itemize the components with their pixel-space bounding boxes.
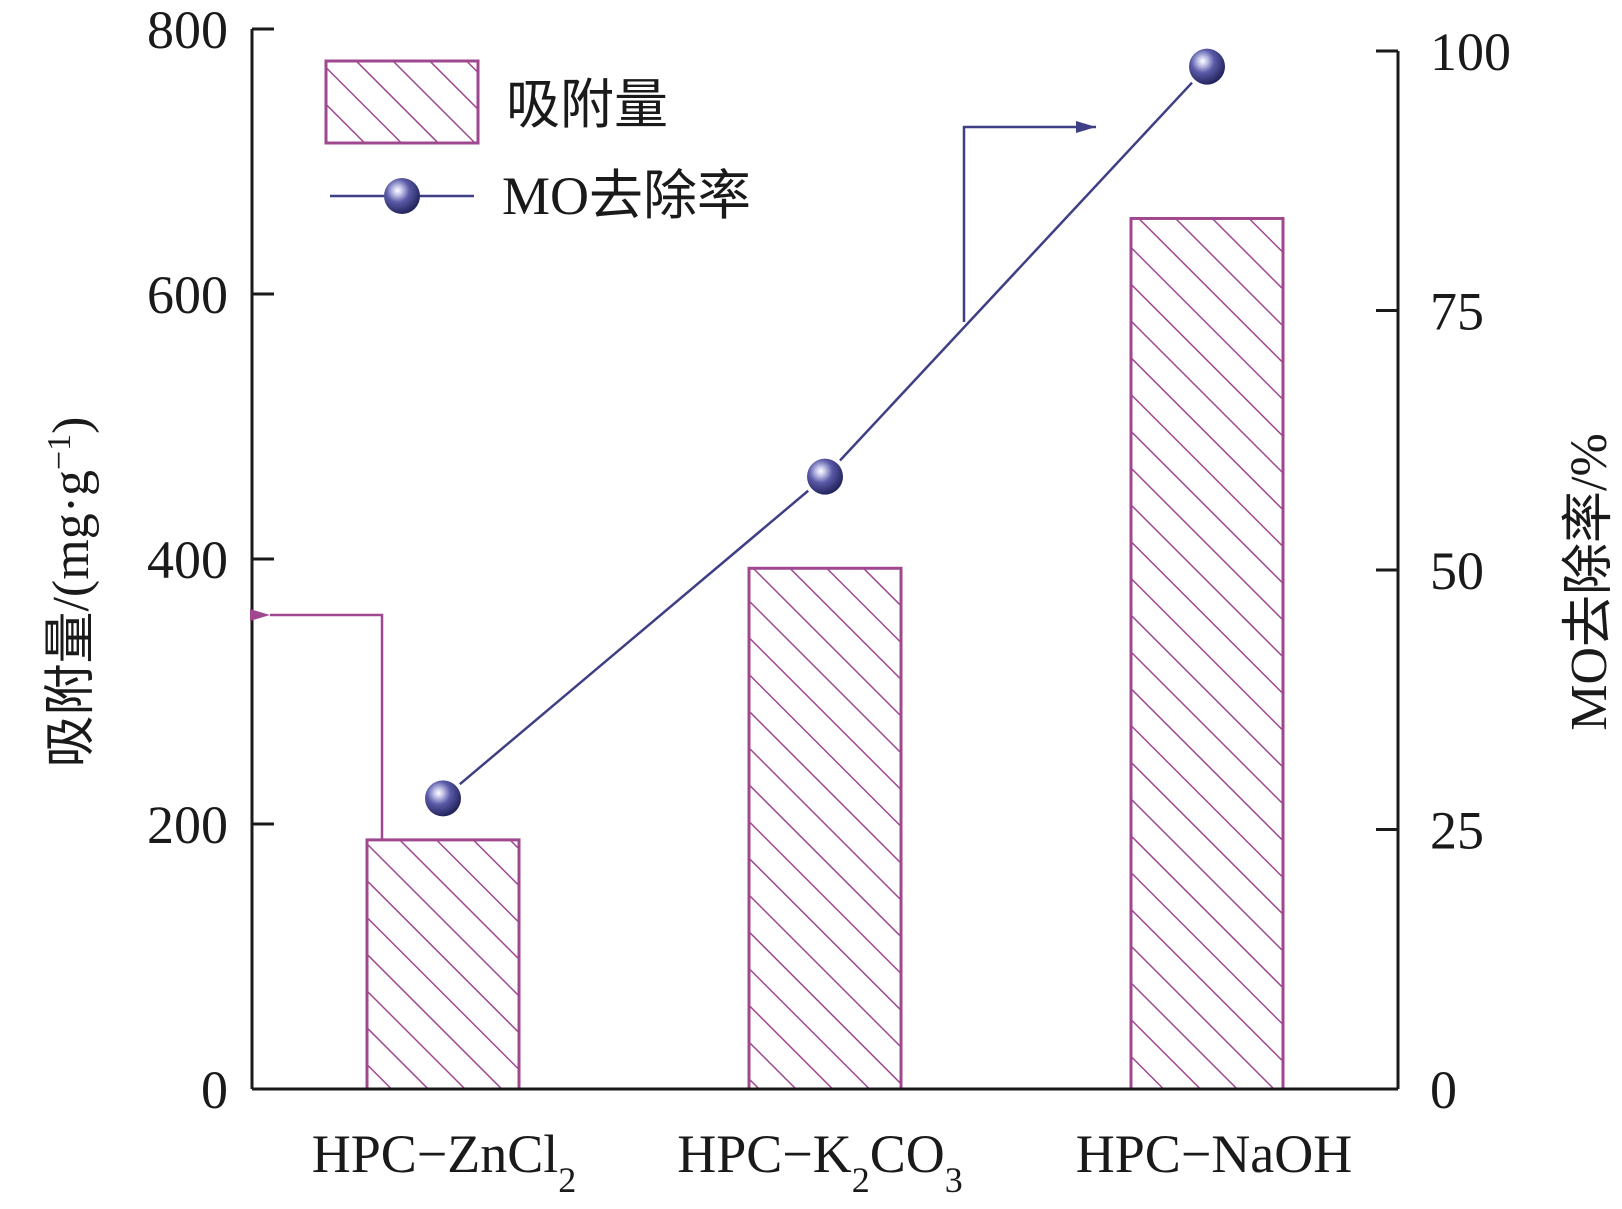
line-point	[425, 780, 461, 817]
x-tick-label: HPC−ZnCl2	[312, 1124, 577, 1200]
right-y-tick-label: 0	[1430, 1060, 1457, 1120]
legend: 吸附量 MO去除率	[324, 59, 751, 226]
bar	[1129, 216, 1285, 1091]
line-series	[425, 48, 1225, 817]
bar	[747, 566, 903, 1091]
x-tick-label: HPC−K2CO3	[677, 1124, 963, 1200]
right-y-tick-label: 75	[1430, 282, 1484, 342]
bar-series	[365, 216, 1285, 1091]
legend-bar-swatch	[324, 59, 480, 145]
right-y-axis-title: MO去除率/%	[1561, 433, 1618, 731]
left-y-tick-label: 400	[147, 530, 228, 590]
line-segment	[459, 489, 809, 786]
left-y-tick-label: 800	[147, 0, 228, 60]
legend-label-bar: 吸附量	[506, 75, 668, 135]
right-y-tick-label: 100	[1430, 22, 1511, 82]
legend-label-line: MO去除率	[502, 166, 751, 226]
x-tick-labels: HPC−ZnCl2 HPC−K2CO3 HPC−NaOH	[312, 1124, 1352, 1200]
line-point	[1189, 48, 1225, 85]
right-y-tick-label: 50	[1430, 541, 1484, 601]
right-axis-arrow	[962, 121, 1096, 322]
line-point	[807, 458, 843, 495]
left-y-tick-label: 600	[147, 265, 228, 325]
right-y-ticks: 0 25 50 75 100	[1376, 22, 1511, 1120]
left-y-tick-label: 200	[147, 795, 228, 855]
x-tick-label: HPC−NaOH	[1076, 1124, 1352, 1184]
bar	[365, 838, 521, 1091]
left-y-ticks: 0 200 400 600 800	[147, 0, 274, 1120]
right-y-tick-label: 25	[1430, 801, 1484, 861]
line-segment	[839, 81, 1193, 462]
legend-line-marker	[384, 178, 420, 214]
left-y-tick-label: 0	[201, 1060, 228, 1120]
left-y-axis-title: 吸附量/(mg·g−1)	[41, 416, 101, 767]
left-axis-arrow	[250, 609, 384, 840]
